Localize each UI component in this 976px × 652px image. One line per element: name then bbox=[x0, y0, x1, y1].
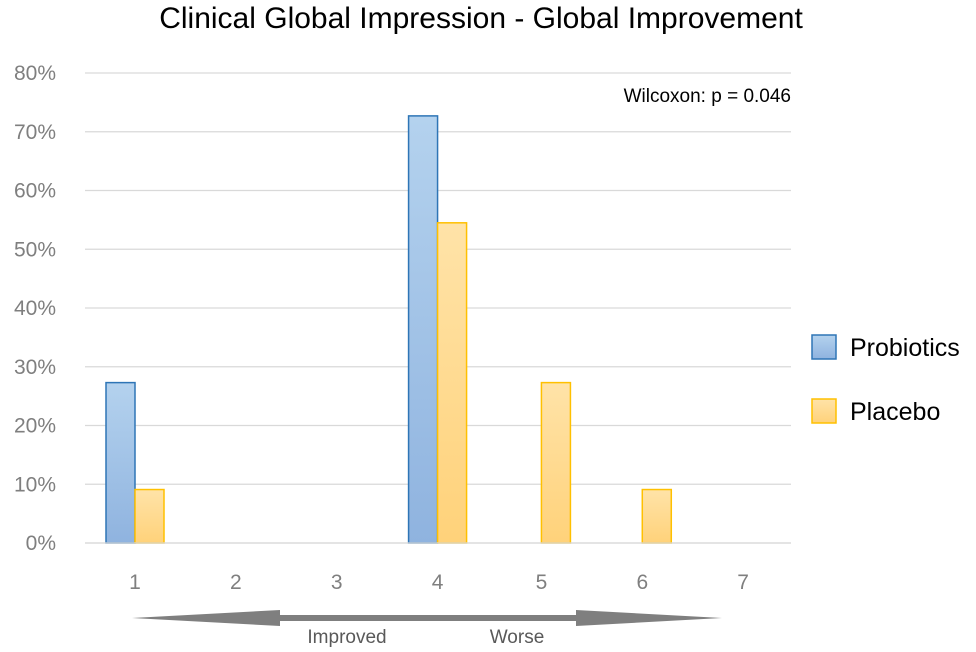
legend-swatch-placebo bbox=[811, 398, 837, 424]
x-tick-label: 2 bbox=[230, 571, 242, 594]
y-tick-label: 60% bbox=[14, 180, 56, 203]
bar-probiotics-1 bbox=[105, 381, 136, 544]
x-tick-label: 3 bbox=[331, 571, 343, 594]
y-tick-label: 80% bbox=[14, 62, 56, 85]
legend-label-probiotics: Probiotics bbox=[850, 334, 960, 362]
bar-placebo-6 bbox=[641, 488, 673, 544]
y-axis-ticks: 0% 10% 20% 30% 40% 50% 60% 70% 80% bbox=[14, 62, 56, 555]
arrow-label-improved: Improved bbox=[307, 627, 386, 648]
bar-probiotics-4 bbox=[407, 115, 439, 544]
y-tick-label: 50% bbox=[14, 238, 56, 261]
legend-swatch-probiotics bbox=[811, 334, 837, 360]
y-tick-label: 0% bbox=[26, 532, 56, 555]
bar-placebo-1 bbox=[134, 488, 165, 544]
legend: Probiotics Placebo bbox=[811, 334, 960, 426]
x-tick-label: 4 bbox=[432, 571, 444, 594]
x-axis-ticks: 1 2 3 4 5 6 7 bbox=[129, 571, 749, 594]
y-tick-label: 10% bbox=[14, 473, 56, 496]
arrow-label-worse: Worse bbox=[490, 627, 545, 648]
y-tick-label: 20% bbox=[14, 415, 56, 438]
y-tick-label: 40% bbox=[14, 297, 56, 320]
double-arrow-shape bbox=[132, 610, 722, 626]
x-tick-label: 5 bbox=[536, 571, 548, 594]
y-tick-label: 70% bbox=[14, 121, 56, 144]
wilcoxon-annotation: Wilcoxon: p = 0.046 bbox=[624, 86, 791, 107]
legend-label-placebo: Placebo bbox=[850, 398, 940, 426]
x-tick-label: 6 bbox=[636, 571, 648, 594]
bar-placebo-4 bbox=[436, 222, 468, 544]
x-tick-label: 7 bbox=[737, 571, 749, 594]
chart-title: Clinical Global Impression - Global Impr… bbox=[159, 2, 803, 35]
bars bbox=[85, 115, 791, 544]
y-tick-label: 30% bbox=[14, 356, 56, 379]
x-tick-label: 1 bbox=[129, 571, 141, 594]
bar-placebo-5 bbox=[540, 381, 572, 544]
direction-arrow: Improved Worse bbox=[132, 610, 722, 648]
